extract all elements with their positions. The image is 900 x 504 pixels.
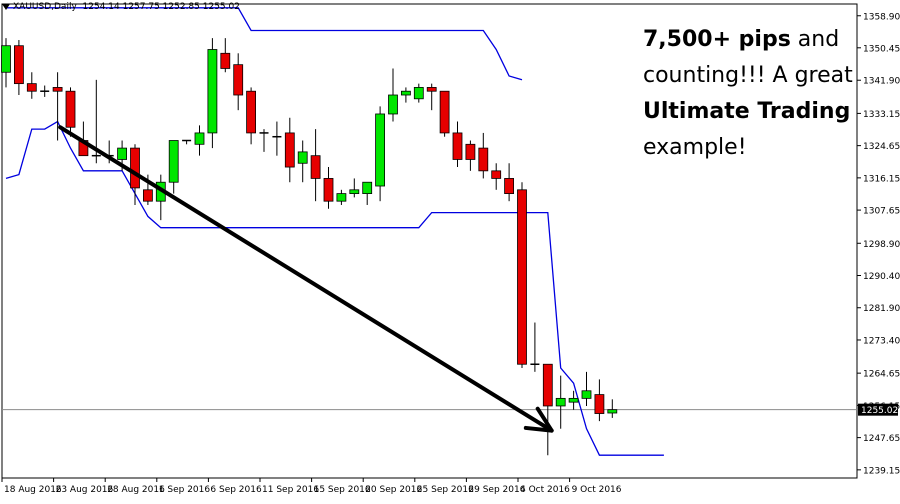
y-tick-label: 1358.90 [863,12,900,22]
candle-down [233,64,244,96]
candle-down [284,132,295,168]
x-tick-label: 9 Oct 2016 [572,485,622,495]
candle-up [297,151,308,164]
candle-down [13,45,24,85]
candle-down [130,147,140,189]
candle-up [207,49,218,134]
candle-up [336,193,347,202]
x-tick-label: 25 Sep 2016 [417,485,474,495]
dropdown-triangle-icon[interactable] [2,3,10,10]
candle-up [413,87,424,100]
current-price-label: 1255.02 [861,406,898,416]
annotation-text-2: example! [643,135,747,160]
x-tick-label: 28 Aug 2016 [107,485,165,495]
ohlc-values: 1254.14 1257.75 1252.85 1255.02 [82,2,240,12]
candle-down [594,394,605,414]
y-tick-label: 1290.40 [863,272,900,282]
candle-down [478,147,489,172]
candle-down [310,155,321,179]
y-tick-label: 1350.45 [863,44,900,54]
trend-arrow-line [58,125,554,433]
candle-up [375,113,386,187]
x-tick-label: 1 Sep 2016 [159,485,211,495]
candle-down [491,170,502,179]
candle-down [426,87,437,92]
candle-down [542,363,553,407]
candle-down [65,90,76,128]
annotation-bold-pips: 7,500+ pips [643,27,791,52]
candle-up [349,189,360,194]
candle-down [26,83,37,92]
chart-header: XAUUSD,Daily 1254.14 1257.75 1252.85 125… [2,2,240,12]
x-tick-label: 29 Sep 2016 [468,485,525,495]
y-tick-label: 1298.90 [863,240,900,250]
candle-down [142,189,153,202]
candle-up [388,94,398,115]
annotation-bold-ultimate: Ultimate Trading [643,99,851,124]
candle-down [439,90,450,134]
candle-up [555,397,566,407]
y-tick-label: 1247.65 [863,434,900,444]
x-tick-label: 4 Oct 2016 [520,485,570,495]
y-tick-label: 1307.65 [863,207,900,217]
symbol-label: XAUUSD,Daily [13,2,77,12]
candle-up [117,147,127,160]
y-tick-label: 1333.15 [863,110,900,120]
candle-down [452,132,463,160]
y-tick-label: 1273.40 [863,336,900,346]
candle-down [52,87,63,92]
y-tick-label: 1264.65 [863,370,900,380]
x-tick-label: 20 Sep 2016 [365,485,422,495]
y-tick-label: 1281.90 [863,304,900,314]
candle-down [246,90,257,134]
x-tick-label: 11 Sep 2016 [262,485,319,495]
trend-arrow-head [523,406,554,433]
candle-up [607,409,618,414]
channel-upper-line [6,7,523,81]
candle-down [517,189,527,365]
plot-frame [1,3,858,479]
y-tick-label: 1341.90 [863,77,900,87]
y-tick-label: 1316.15 [863,174,900,184]
y-tick-label: 1239.15 [863,466,900,476]
candle-up [581,390,592,399]
candle-down [323,178,334,202]
x-tick-label: 6 Sep 2016 [210,485,262,495]
x-tick-label: 18 Aug 2016 [4,485,62,495]
y-tick-label: 1324.65 [863,142,900,152]
candle-up [400,90,411,96]
candle-up [362,181,373,194]
candle-up [168,140,179,183]
x-tick-label: 15 Sep 2016 [314,485,371,495]
channel-lower-line [5,120,664,456]
x-tick-label: 23 Aug 2016 [56,485,114,495]
candle-down [465,143,476,160]
candle-up [568,397,579,403]
candle-up [194,132,205,145]
candle-down [220,52,231,69]
annotation-text: 7,500+ pips and counting!!! A great Ulti… [643,22,873,166]
candle-up [1,45,11,73]
candle-down [504,178,515,195]
current-price-box [858,403,898,416]
annotation-text-1: and counting!!! A great [643,27,853,88]
